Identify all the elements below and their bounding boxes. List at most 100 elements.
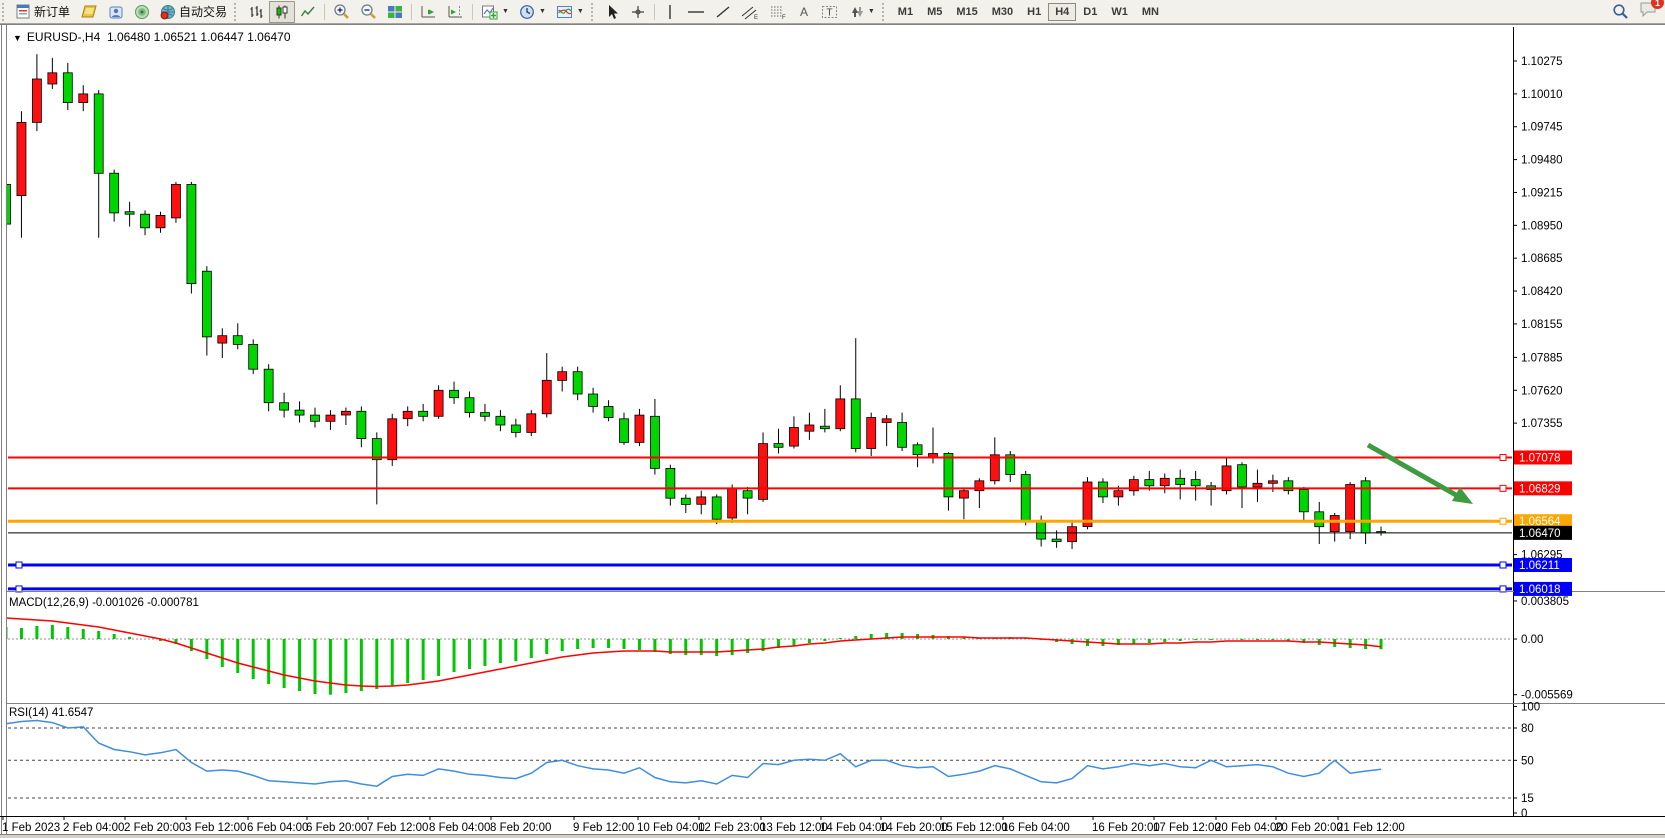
- candle-body-bull: [758, 443, 768, 500]
- candle-body-bear: [418, 410, 429, 417]
- time-tick-label: 8 Feb 20:00: [490, 822, 551, 834]
- timeframe-MN[interactable]: MN: [1141, 5, 1159, 18]
- hline-1.06829[interactable]: [8, 484, 1512, 492]
- chart-symbol: EURUSD-,H4: [26, 30, 101, 44]
- hline-anchor-left[interactable]: [15, 561, 23, 569]
- timeframe-W1[interactable]: W1: [1111, 5, 1128, 18]
- candle: [1190, 470, 1201, 501]
- hline-1.06564[interactable]: [8, 517, 1512, 525]
- trendline-tool-button[interactable]: [710, 1, 736, 23]
- price-badge-text: 1.06211: [1519, 560, 1560, 572]
- time-tick-label: 1 Feb 2023: [2, 822, 60, 834]
- timeframe-M1[interactable]: M1: [897, 5, 914, 18]
- toolbar-grip[interactable]: [2, 2, 9, 21]
- candle: [1159, 473, 1170, 494]
- text-label-tool-button[interactable]: T: [816, 1, 843, 23]
- chart-title-collapse-icon[interactable]: ▼: [13, 33, 22, 43]
- search-icon[interactable]: [1612, 3, 1629, 20]
- market-watch-button[interactable]: [103, 1, 129, 23]
- arrows-tool-button[interactable]: ▼: [843, 1, 880, 23]
- candle: [696, 490, 707, 515]
- annotation-arrow-down-right[interactable]: [1366, 442, 1473, 504]
- cursor-tool-button[interactable]: [600, 1, 625, 23]
- candle-body-bear: [603, 405, 614, 418]
- crosshair-tool-button[interactable]: [625, 1, 651, 23]
- chart-shift-icon: [448, 5, 463, 17]
- periods-button[interactable]: ▼: [514, 1, 551, 23]
- signals-button[interactable]: [129, 1, 155, 23]
- price-tick-label: 1.07355: [1521, 418, 1563, 430]
- timeframe-D1[interactable]: D1: [1083, 5, 1098, 18]
- timeframe-M30[interactable]: M30: [991, 5, 1014, 18]
- rsi-tick-label: 100: [1521, 701, 1540, 713]
- candle: [727, 484, 738, 523]
- chart-shift-button[interactable]: [442, 1, 469, 23]
- candle-body-bear: [850, 398, 861, 449]
- timeframe-M15[interactable]: M15: [956, 5, 978, 18]
- candlestick-type-button[interactable]: [269, 0, 296, 23]
- price-badge-text: 1.06564: [1519, 516, 1561, 528]
- hline-anchor-right[interactable]: [1499, 453, 1507, 461]
- candle-body-bull: [526, 413, 537, 433]
- candle-body-bull: [634, 414, 645, 443]
- tile-windows-button[interactable]: [382, 1, 408, 23]
- equidistant-channel-tool-button[interactable]: E: [736, 1, 764, 23]
- candle: [402, 406, 413, 427]
- metaeditor-button[interactable]: [75, 1, 103, 23]
- svg-text:E: E: [754, 15, 758, 20]
- fibonacci-tool-button[interactable]: F: [764, 1, 792, 23]
- bar-chart-type-button[interactable]: [243, 1, 269, 23]
- text-tool-button[interactable]: A: [792, 1, 816, 23]
- auto-scroll-button[interactable]: [415, 1, 442, 23]
- candle: [526, 410, 537, 437]
- hline-anchor-right[interactable]: [1499, 517, 1507, 525]
- autotrading-button[interactable]: 自动交易: [155, 1, 232, 23]
- auto-scroll-icon: [421, 5, 436, 17]
- vertical-line-tool-button[interactable]: [658, 1, 682, 23]
- candle: [773, 428, 784, 454]
- time-tick-label: 2 Feb 20:00: [124, 822, 185, 834]
- macd-indicator-label: MACD(12,26,9) -0.001026 -0.000781: [9, 597, 199, 609]
- candle-body-bear: [588, 393, 598, 407]
- candle: [155, 211, 166, 233]
- crosshair-icon: [631, 5, 644, 18]
- ohlc-open: 1.06480: [106, 30, 151, 44]
- timeframe-H4[interactable]: H4: [1048, 2, 1077, 21]
- candle-body-bull: [433, 389, 444, 417]
- hline-1.07078[interactable]: [8, 453, 1512, 461]
- zoom-in-button[interactable]: [328, 1, 355, 23]
- indicators-button[interactable]: ▼: [476, 1, 514, 23]
- timeframe-H1[interactable]: H1: [1027, 5, 1042, 18]
- hline-anchor-right[interactable]: [1499, 484, 1507, 492]
- toolbar-grip[interactable]: [881, 2, 889, 21]
- zoom-out-button[interactable]: [355, 1, 382, 23]
- templates-button[interactable]: ▼: [551, 1, 589, 23]
- candle-body-bull: [727, 487, 738, 519]
- candle-body-bull: [16, 122, 27, 196]
- toolbar-grip[interactable]: [234, 2, 241, 21]
- candle: [1329, 513, 1340, 542]
- time-tick-label: 3 Feb 12:00: [185, 822, 246, 834]
- candle-body-bear: [232, 335, 243, 345]
- timeframe-M5[interactable]: M5: [927, 5, 943, 18]
- chart-canvas[interactable]: 1.10275 1.10010 1.09745 1.09480 1.09215 1.089…: [0, 25, 1665, 834]
- notifications-button[interactable]: 1: [1639, 0, 1664, 22]
- periods-caret: ▼: [538, 8, 546, 15]
- candle: [1298, 487, 1309, 521]
- horizontal-line-tool-button[interactable]: [682, 1, 710, 23]
- candle-body-bull: [835, 398, 846, 430]
- macd-tick-label: 0.00: [1521, 634, 1543, 646]
- hline-1.06211[interactable]: [8, 561, 1512, 569]
- line-chart-type-button[interactable]: [295, 1, 321, 23]
- toolbar-grip[interactable]: [590, 2, 598, 21]
- candle: [588, 387, 598, 413]
- candle: [32, 54, 42, 132]
- chart-window[interactable]: 1.10275 1.10010 1.09745 1.09480 1.09215 1.089…: [0, 24, 1665, 835]
- hline-anchor-right[interactable]: [1499, 561, 1507, 569]
- new-order-button[interactable]: 新订单: [11, 1, 75, 23]
- candle-body-bull: [1329, 515, 1340, 533]
- macd-tick-label: -0.005569: [1521, 690, 1573, 702]
- candle: [1345, 482, 1356, 540]
- candle-body-bear: [912, 444, 923, 456]
